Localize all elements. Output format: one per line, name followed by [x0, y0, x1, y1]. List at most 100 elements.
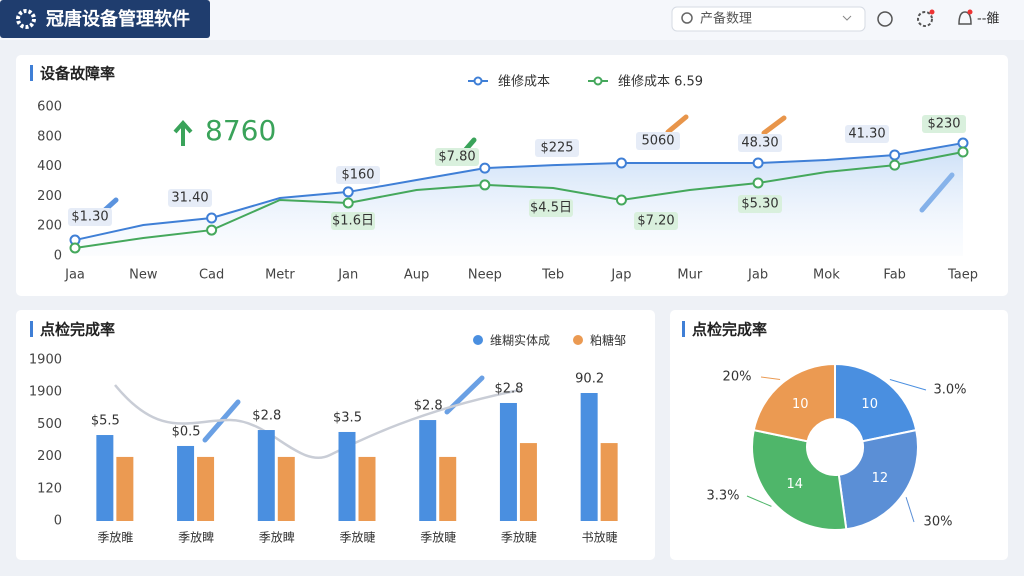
point — [342, 197, 354, 209]
area — [75, 143, 963, 256]
label-bg — [922, 115, 966, 133]
x-tick-label: New — [129, 268, 158, 283]
slice-label: 10 — [861, 397, 878, 412]
search-icon — [681, 12, 693, 24]
x-tick-label: 季放睥 — [259, 530, 295, 545]
bar — [257, 430, 275, 521]
x-tick-label: Aup — [404, 268, 429, 283]
annotation: $2.8 — [252, 409, 281, 424]
point — [752, 177, 764, 189]
y-tick-label: 200 — [37, 219, 62, 234]
badge — [967, 9, 973, 15]
slice — [751, 428, 848, 531]
panel — [16, 310, 655, 560]
annotation: 90.2 — [575, 372, 604, 387]
panel-title: 点检完成率 — [692, 321, 767, 339]
panel-title: 设备故障率 — [40, 65, 115, 83]
bar — [116, 456, 134, 521]
annotation: $160 — [341, 168, 374, 183]
face-icon[interactable] — [877, 11, 893, 27]
title-bar — [682, 321, 685, 337]
bar — [358, 456, 376, 521]
leader-line — [760, 376, 781, 381]
x-tick-label: Jan — [337, 268, 358, 283]
point — [206, 212, 218, 224]
x-tick-label: 书放睫 — [582, 530, 618, 545]
user-name[interactable]: --雒 — [977, 11, 999, 27]
y-tick-label: 800 — [37, 129, 62, 144]
settings-icon[interactable] — [917, 11, 933, 27]
label-bg — [845, 125, 889, 143]
y-tick-label: 1900 — [29, 353, 62, 368]
arrow — [665, 114, 689, 135]
label-bg — [435, 148, 479, 166]
bar — [499, 402, 517, 521]
app-title: 冠唐设备管理软件 — [46, 8, 190, 30]
point — [889, 159, 901, 171]
bar — [439, 456, 457, 521]
slice — [837, 428, 919, 531]
y-tick-label: 600 — [37, 100, 62, 115]
x-tick-label: Jab — [747, 268, 768, 283]
outer-label: 3.0% — [933, 383, 966, 398]
point — [615, 194, 627, 206]
search-box[interactable] — [671, 6, 866, 32]
slice-label: 12 — [872, 471, 889, 486]
annotation: 41.30 — [848, 127, 885, 142]
annotation: $230 — [927, 117, 960, 132]
x-tick-label: Taep — [947, 268, 978, 283]
bar — [580, 393, 598, 521]
annotation: $0.5 — [172, 424, 201, 439]
legend-label: 粕糖邹 — [590, 333, 626, 348]
label-bg — [529, 199, 573, 217]
label-bg — [535, 139, 579, 157]
search-placeholder: 产备数理 — [700, 11, 752, 27]
bar — [519, 443, 537, 521]
brand-box — [0, 0, 210, 38]
y-tick-label: 200 — [37, 449, 62, 464]
x-tick-label: Jap — [610, 268, 631, 283]
title-bar — [30, 65, 33, 81]
dropdown-icon — [842, 15, 852, 21]
outer-label: 3.3% — [706, 489, 739, 504]
label-bg — [68, 208, 112, 226]
annotation: $2.8 — [414, 399, 443, 414]
point — [957, 146, 969, 158]
annotation: $7.80 — [438, 150, 475, 165]
annotation: $7.20 — [637, 214, 674, 229]
point — [615, 157, 627, 169]
x-tick-label: Mur — [677, 268, 702, 283]
label-bg — [738, 195, 782, 213]
x-tick-label: 季放睫 — [501, 530, 537, 545]
x-tick-label: 季放睢 — [97, 530, 133, 545]
bar — [419, 420, 437, 521]
x-tick-label: Metr — [265, 268, 295, 283]
y-tick-label: 120 — [37, 481, 62, 496]
annotation: $5.5 — [91, 414, 120, 429]
label-bg — [336, 166, 380, 184]
point — [752, 157, 764, 169]
x-tick-label: 季放睫 — [339, 530, 375, 545]
badge — [929, 9, 935, 15]
legend-label: 维修成本 — [498, 75, 550, 90]
x-tick-label: Neep — [468, 268, 502, 283]
kpi-arrow — [173, 119, 193, 146]
point — [957, 137, 969, 149]
point — [69, 242, 81, 254]
annotation: 48.30 — [741, 136, 778, 151]
x-tick-label: Jaa — [64, 268, 85, 283]
label-bg — [636, 132, 680, 150]
slice-label: 14 — [787, 477, 804, 492]
legend-label: 维糊实体成 — [490, 333, 550, 348]
x-tick-label: 季放睫 — [420, 530, 456, 545]
y-tick-label: 500 — [37, 417, 62, 432]
slice — [834, 362, 918, 443]
bell-icon[interactable] — [958, 11, 972, 25]
legend-marker — [473, 76, 483, 86]
point — [206, 224, 218, 236]
annotation: $225 — [540, 141, 573, 156]
kpi-value: 8760 — [205, 114, 276, 147]
point — [342, 186, 354, 198]
outer-label: 30% — [924, 515, 953, 530]
